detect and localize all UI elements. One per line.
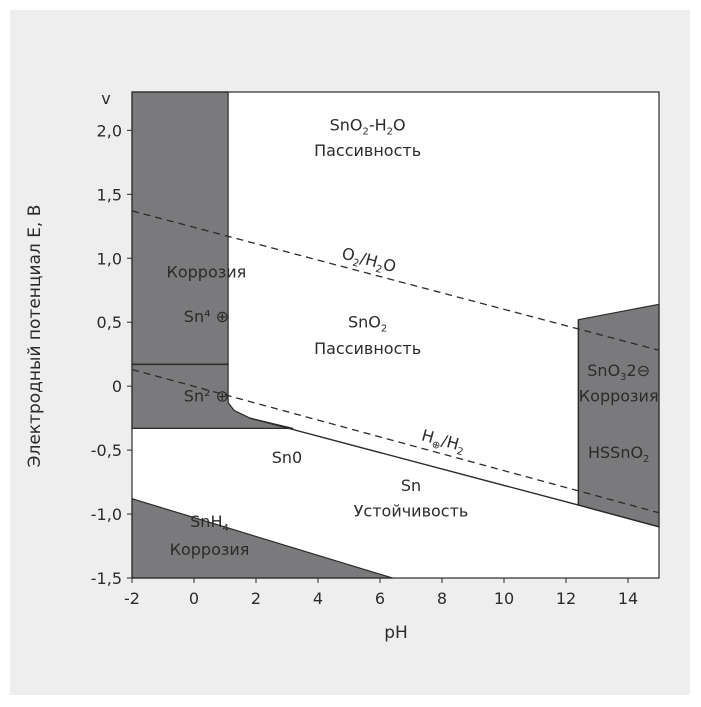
- sn-label: Sn: [401, 476, 421, 495]
- x-tick-label: 10: [494, 589, 514, 608]
- x-axis-label: pH: [384, 623, 408, 643]
- x-tick-label: 8: [437, 589, 447, 608]
- region-corrosion-stannate: [577, 303, 660, 528]
- y-tick-label: -1,5: [91, 569, 122, 588]
- o2-h2o-line: [131, 210, 660, 351]
- y-tick-label: -0,5: [91, 441, 122, 460]
- corrosion-left-label: Коррозия: [167, 262, 247, 281]
- y-tick-label: 2,0: [97, 121, 122, 140]
- h-h2-label: H⊕/H2: [419, 426, 467, 459]
- x-tick-label: 14: [618, 589, 638, 608]
- sn0-label: Sn0: [272, 448, 302, 467]
- passivity-mid-label: Пассивность: [314, 339, 421, 358]
- passivity-top-label: Пассивность: [314, 141, 421, 160]
- x-tick-label: 6: [375, 589, 385, 608]
- sno2-label: SnO2: [348, 312, 387, 334]
- y-tick-label: 0,5: [97, 313, 122, 332]
- x-tick-label: 0: [189, 589, 199, 608]
- y-tick-label: -1,0: [91, 505, 122, 524]
- x-tick-label: 2: [251, 589, 261, 608]
- x-tick-label: 12: [556, 589, 576, 608]
- y-tick-label: 0: [112, 377, 122, 396]
- y-unit-label: v: [101, 89, 110, 108]
- o2-h2o-label: O2/H2O: [339, 244, 398, 279]
- x-tick-label: 4: [313, 589, 323, 608]
- y-tick-label: 1,5: [97, 185, 122, 204]
- corrosion-right-label: Коррозия: [579, 387, 659, 406]
- sno2-h2o-label: SnO2-H2O: [330, 115, 406, 137]
- sn2-label: Sn² ⊕: [184, 387, 229, 406]
- sno3-label: SnO32⊖: [587, 361, 650, 383]
- snh4-label: SnH4: [190, 512, 229, 534]
- sn4-label: Sn⁴ ⊕: [184, 307, 229, 326]
- corrosion-bottom-label: Коррозия: [170, 540, 250, 559]
- y-tick-label: 1,0: [97, 249, 122, 268]
- plot-border: [131, 91, 660, 579]
- x-tick-label: -2: [124, 589, 140, 608]
- hssno2-label: HSSnO2: [588, 443, 649, 465]
- y-axis-label: Электродный потенциал E, В: [25, 205, 45, 468]
- stability-label: Устойчивость: [354, 502, 469, 521]
